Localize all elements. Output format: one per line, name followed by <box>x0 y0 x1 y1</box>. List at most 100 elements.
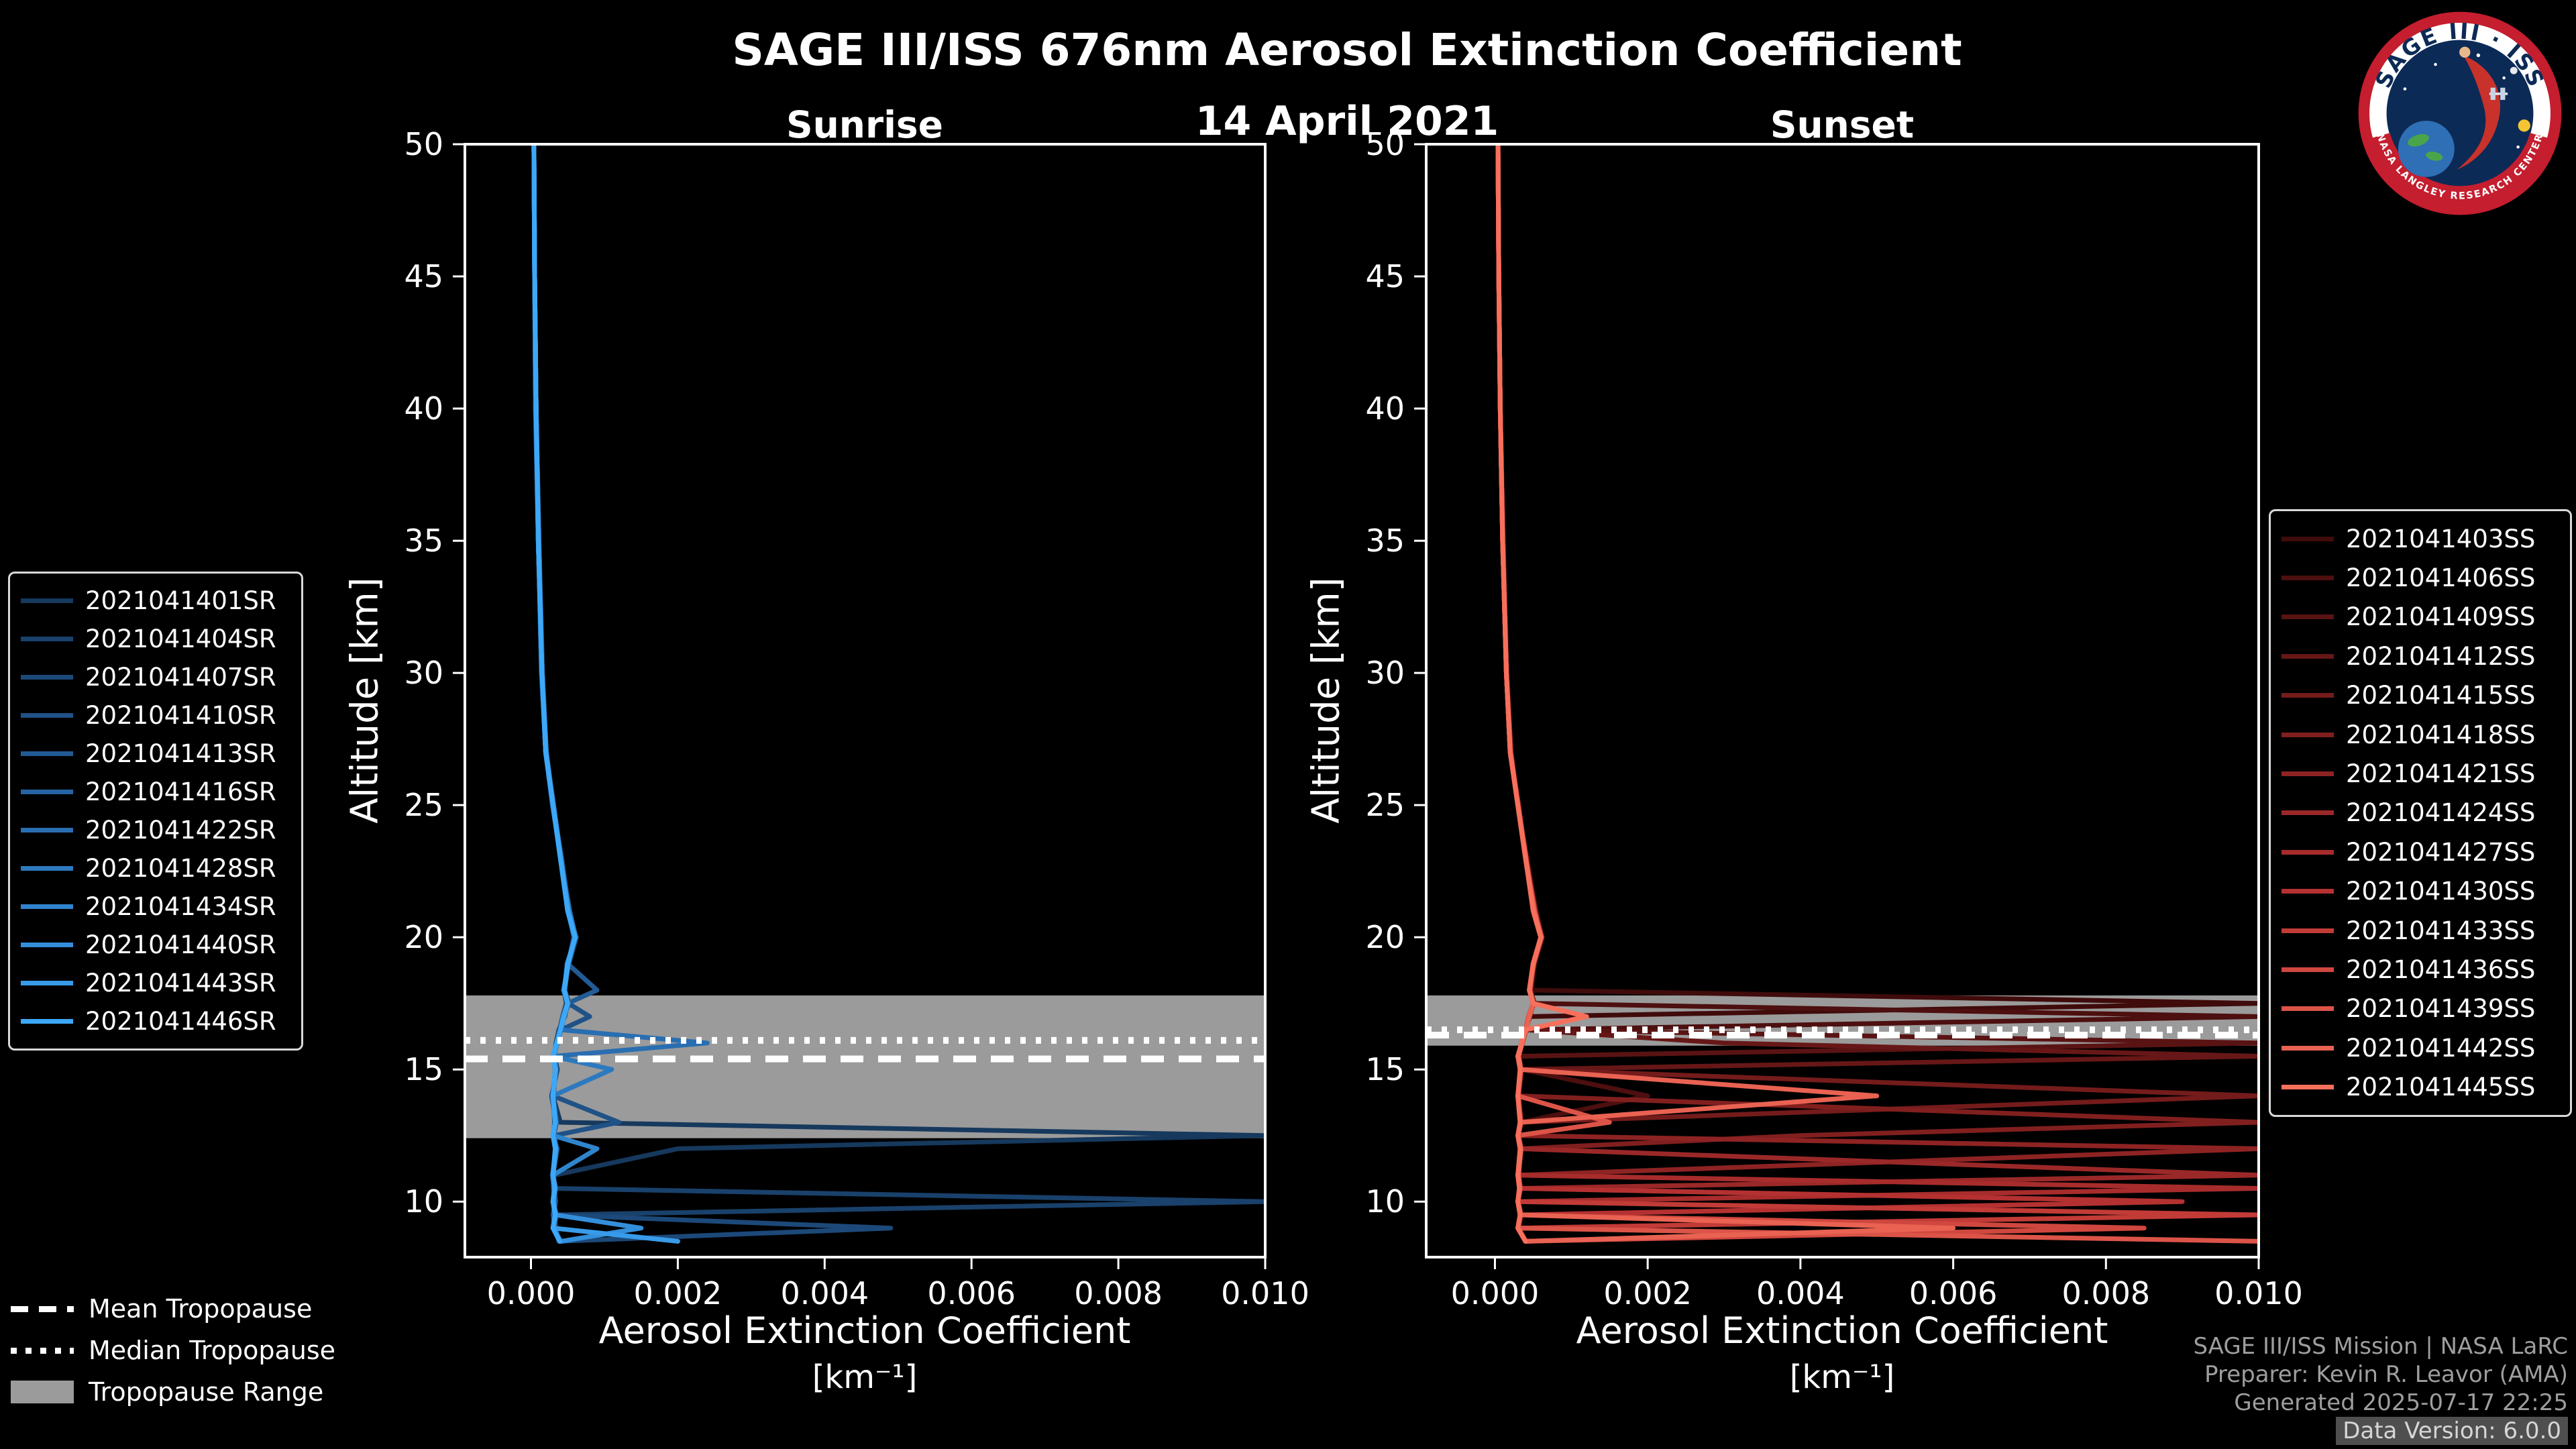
legend-label: 2021041445SS <box>2346 1073 2536 1102</box>
legend-line-swatch <box>2282 1045 2334 1051</box>
legend-line-swatch <box>21 1019 73 1024</box>
legend-item-2021041428SR: 2021041428SR <box>21 854 290 883</box>
legend-item-2021041416SR: 2021041416SR <box>21 777 290 806</box>
legend-label: 2021041412SS <box>2346 641 2536 671</box>
footer-line: Generated 2025-07-17 22:25 <box>2234 1389 2568 1416</box>
profile-line-2021041445SS <box>1495 144 1589 1244</box>
x-axis-units: [km⁻¹] <box>812 1358 918 1396</box>
legend-item-2021041413SR: 2021041413SR <box>21 739 290 768</box>
legend-line-swatch <box>21 675 73 680</box>
y-tick-label: 35 <box>404 523 443 559</box>
dashed-line-swatch <box>11 1305 74 1312</box>
legend-line-swatch <box>2282 536 2334 541</box>
y-axis-label-sunset: Altitude [km] <box>1304 577 1348 824</box>
y-tick-label: 30 <box>1365 655 1405 691</box>
date-label: 14 April 2021 <box>1195 98 1499 145</box>
legend-line-swatch <box>2282 614 2334 620</box>
legend-line-swatch <box>2282 693 2334 698</box>
gray-patch-swatch <box>11 1381 74 1403</box>
logo-sun <box>2518 119 2530 132</box>
x-tick-label: 0.008 <box>1074 1275 1163 1311</box>
legend-label: 2021041403SS <box>2346 524 2536 553</box>
tropopause-legend: Mean Tropopause Median Tropopause Tropop… <box>11 1294 335 1407</box>
legend-label: 2021041433SS <box>2346 916 2536 945</box>
legend-item-2021041421SS: 2021041421SS <box>2282 759 2559 788</box>
page-title: SAGE III/ISS 676nm Aerosol Extinction Co… <box>732 24 1962 76</box>
x-tick-label: 0.004 <box>1756 1275 1845 1311</box>
panel-title-sunset: Sunset <box>1770 103 1915 146</box>
median-tropopause-legend-item: Median Tropopause <box>11 1336 335 1365</box>
legend-label: 2021041442SS <box>2346 1033 2536 1063</box>
x-tick-label: 0.002 <box>634 1275 722 1311</box>
legend-line-swatch <box>21 637 73 641</box>
legend-label: 2021041422SR <box>85 816 276 845</box>
legend-line-swatch <box>21 713 73 718</box>
x-tick-label: 0.010 <box>2214 1275 2303 1311</box>
sage-iii-iss-logo: SAGE III · ISS NASA LANGLEY RESEARCH CEN… <box>2358 11 2562 215</box>
y-tick-label: 10 <box>1365 1183 1405 1220</box>
legend-item-2021041401SR: 2021041401SR <box>21 586 290 615</box>
legend-item-2021041404SR: 2021041404SR <box>21 625 290 653</box>
footer-line: SAGE III/ISS Mission | NASA LaRC <box>2193 1333 2568 1360</box>
legend-item-2021041427SS: 2021041427SS <box>2282 838 2559 867</box>
legend-item-2021041433SS: 2021041433SS <box>2282 916 2559 945</box>
x-tick-label: 0.008 <box>2061 1275 2150 1311</box>
sunrise-chart: 0.000 0.002 0.004 0.006 0.008 0.010 10 15 20 25 30… <box>404 126 1309 1311</box>
y-tick-label: 35 <box>1365 523 1405 559</box>
legend-line-swatch <box>2282 1006 2334 1012</box>
x-tick-label: 0.000 <box>1451 1275 1540 1311</box>
legend-label: 2021041424SS <box>2346 798 2536 828</box>
legend-label: 2021041430SS <box>2346 877 2536 906</box>
legend-label: 2021041416SR <box>85 777 276 806</box>
legend-item-2021041407SR: 2021041407SR <box>21 663 290 692</box>
legend-label: 2021041446SR <box>85 1007 276 1036</box>
legend-item-2021041436SS: 2021041436SS <box>2282 955 2559 984</box>
legend-line-swatch <box>21 904 73 909</box>
tropopause-range-label: Tropopause Range <box>89 1377 324 1407</box>
legend-item-2021041418SS: 2021041418SS <box>2282 720 2559 749</box>
mean-tropopause-label: Mean Tropopause <box>89 1294 313 1324</box>
legend-line-swatch <box>21 943 73 947</box>
legend-item-2021041415SS: 2021041415SS <box>2282 681 2559 710</box>
legend-label: 2021041440SR <box>85 930 276 959</box>
legend-item-2021041410SR: 2021041410SR <box>21 701 290 730</box>
y-tick-label: 25 <box>1365 787 1405 823</box>
legend-item-2021041442SS: 2021041442SS <box>2282 1034 2559 1063</box>
x-axis-label-sunrise: Aerosol Extinction Coefficient [km⁻¹] <box>599 1309 1131 1396</box>
y-tick-label: 40 <box>404 390 443 427</box>
legend-label: 2021041439SS <box>2346 994 2536 1024</box>
x-tick-label: 0.004 <box>780 1275 869 1311</box>
sunrise-legend: 2021041401SR 2021041404SR 2021041407SR 2021… <box>8 572 303 1051</box>
legend-label: 2021041406SS <box>2346 564 2536 593</box>
legend-label: 2021041415SS <box>2346 681 2536 710</box>
logo-moon <box>2510 66 2518 74</box>
legend-item-2021041430SS: 2021041430SS <box>2282 877 2559 906</box>
legend-label: 2021041421SS <box>2346 759 2536 789</box>
legend-line-swatch <box>21 866 73 871</box>
legend-line-swatch <box>2282 576 2334 581</box>
legend-item-2021041422SR: 2021041422SR <box>21 816 290 845</box>
legend-line-swatch <box>2282 771 2334 777</box>
plot-border <box>1425 143 2260 1258</box>
legend-label: 2021041436SS <box>2346 955 2536 984</box>
logo-red-figure <box>2457 55 2501 170</box>
y-tick-label: 20 <box>1365 919 1405 955</box>
y-tick-label: 40 <box>1365 390 1405 427</box>
sunset-chart: 0.000 0.002 0.004 0.006 0.008 0.010 10 15 20 25 30… <box>1365 126 2302 1311</box>
credits-footer: SAGE III/ISS Mission | NASA LaRC Preparer… <box>2193 1332 2568 1445</box>
y-tick-label: 25 <box>404 787 443 823</box>
legend-item-2021041439SS: 2021041439SS <box>2282 994 2559 1023</box>
legend-line-swatch <box>21 790 73 794</box>
logo-bottom-red-band <box>2372 132 2548 205</box>
legend-label: 2021041434SR <box>85 892 276 921</box>
x-axis-label-text: Aerosol Extinction Coefficient <box>1576 1309 2108 1352</box>
sunset-legend: 2021041403SS 2021041406SS 2021041409SS 2021… <box>2269 509 2572 1117</box>
x-tick-label: 0.010 <box>1221 1275 1309 1311</box>
y-tick-label: 30 <box>404 655 443 691</box>
legend-line-swatch <box>2282 653 2334 659</box>
mean-tropopause-legend-item: Mean Tropopause <box>11 1294 335 1324</box>
legend-label: 2021041413SR <box>85 739 276 768</box>
dotted-line-swatch <box>11 1347 74 1354</box>
x-axis-units: [km⁻¹] <box>1789 1358 1895 1396</box>
logo-earth <box>2398 120 2455 177</box>
